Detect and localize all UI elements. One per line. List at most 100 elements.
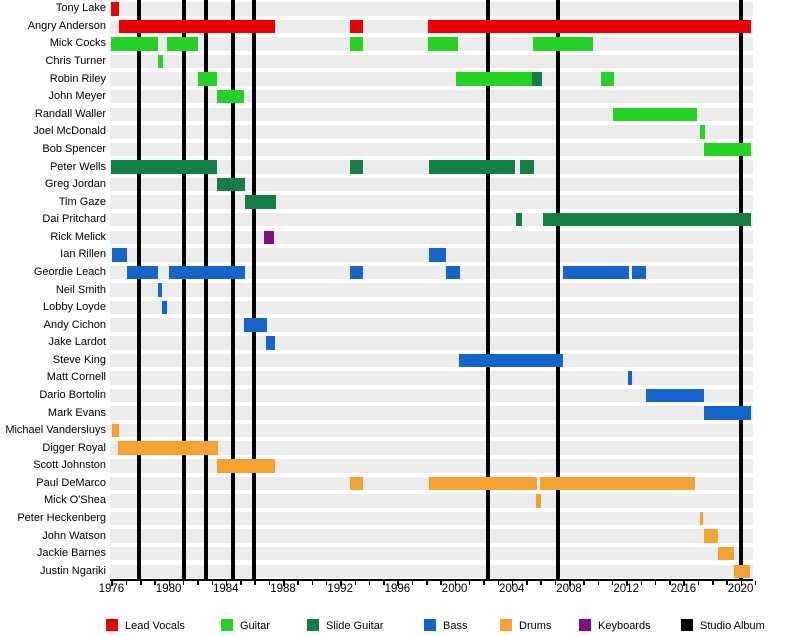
member-stint-bar <box>543 212 751 227</box>
legend-label: Lead Vocals <box>125 619 185 632</box>
x-axis-minor-tick <box>611 581 614 585</box>
x-axis-minor-tick <box>497 581 499 585</box>
row-stripe <box>110 388 753 403</box>
row-stripe <box>110 511 753 526</box>
row-stripe <box>110 494 753 508</box>
legend-label: Slide Guitar <box>326 619 384 632</box>
x-axis-major-tick <box>340 581 342 586</box>
row-stripe <box>110 406 753 420</box>
member-stint-bar <box>704 406 751 420</box>
member-stint-bar <box>111 2 120 16</box>
x-axis-minor-tick <box>440 581 442 585</box>
member-stint-bar <box>428 160 515 174</box>
member-name-label: Justin Ngariki <box>39 564 106 577</box>
x-axis-major-tick <box>225 581 228 586</box>
member-name-label: Matt Cornell <box>46 371 106 384</box>
member-stint-bar <box>734 564 750 578</box>
legend-label: Guitar <box>240 619 270 632</box>
x-axis-major-tick <box>683 581 685 586</box>
x-axis-minor-tick <box>411 581 414 585</box>
row-stripe <box>110 177 753 192</box>
year-tick-label: 2004 <box>499 583 525 595</box>
member-stint-bar <box>217 459 276 473</box>
member-name-label: Tim Gaze <box>58 195 106 208</box>
x-axis-minor-tick <box>383 581 385 585</box>
member-stint-bar <box>127 265 158 280</box>
member-name-label: Angry Anderson <box>27 19 106 32</box>
member-stint-bar <box>446 265 461 280</box>
member-name-label: Andy Cichon <box>43 318 106 331</box>
slide_guitar-swatch <box>307 619 319 631</box>
member-stint-bar <box>646 388 705 403</box>
guitar-swatch <box>221 619 233 631</box>
row-stripe <box>110 2 753 16</box>
x-axis-minor-tick <box>125 581 128 585</box>
member-name-label: Peter Heckenberg <box>17 512 106 524</box>
member-name-label: Dai Pritchard <box>42 213 106 226</box>
legend-label: Bass <box>443 619 468 632</box>
legend-label: Drums <box>519 619 552 632</box>
x-axis-minor-tick <box>654 581 657 585</box>
member-stint-bar <box>531 72 542 86</box>
year-tick-label: 2020 <box>727 583 754 595</box>
member-name-label: Neil Smith <box>55 283 106 296</box>
row-stripe <box>110 54 753 69</box>
year-tick-label: 1992 <box>327 583 353 595</box>
x-axis-minor-tick <box>697 581 700 585</box>
x-axis-major-tick <box>283 581 285 586</box>
member-stint-bar <box>516 212 522 227</box>
year-tick-label: 2016 <box>670 583 697 595</box>
member-stint-bar <box>157 283 163 297</box>
year-tick-label: 2000 <box>441 583 468 595</box>
member-name-label: Mick O'Shea <box>43 494 106 507</box>
member-stint-bar <box>157 54 163 69</box>
member-stint-bar <box>458 353 564 368</box>
x-axis-minor-tick <box>712 581 714 585</box>
x-axis-minor-tick <box>240 581 242 585</box>
studio-album-line <box>252 0 257 580</box>
member-stint-bar <box>197 72 218 86</box>
keyboards-swatch <box>579 619 591 631</box>
year-tick-label: 1984 <box>213 583 239 595</box>
member-stint-bar <box>111 160 218 174</box>
row-stripe <box>110 283 753 297</box>
studio-album-line <box>137 0 142 580</box>
member-stint-bar <box>112 248 128 262</box>
x-axis-minor-tick <box>483 581 485 585</box>
member-name-label: Mark Evans <box>47 406 106 419</box>
member-stint-bar <box>428 248 447 262</box>
member-stint-bar <box>244 318 268 332</box>
member-stint-bar <box>428 37 459 51</box>
member-stint-bar <box>428 19 751 34</box>
member-name-label: Michael Vandersluys <box>5 424 106 437</box>
x-axis-minor-tick <box>368 581 371 585</box>
member-name-label: Tony Lake <box>55 2 106 15</box>
studio_album-swatch <box>681 619 693 631</box>
member-name-label: Dario Bortolin <box>39 389 106 401</box>
member-stint-bar <box>613 107 698 121</box>
x-axis-minor-tick <box>254 581 256 585</box>
member-stint-bar <box>703 142 751 157</box>
member-name-label: Scott Johnston <box>33 459 106 472</box>
member-stint-bar <box>540 476 695 491</box>
row-stripe <box>110 423 753 438</box>
row-stripe <box>110 107 753 121</box>
studio-album-line <box>203 0 208 580</box>
member-stint-bar <box>350 37 364 51</box>
year-tick-label: 1980 <box>155 583 182 595</box>
member-stint-bar <box>111 37 158 51</box>
x-axis-minor-tick <box>297 581 299 585</box>
studio-album-line <box>182 0 187 580</box>
year-tick-label: 2012 <box>613 583 639 595</box>
x-axis-minor-tick <box>583 581 585 585</box>
studio-album-line <box>231 0 235 580</box>
member-stint-bar <box>117 441 218 455</box>
x-axis-minor-tick <box>154 581 156 585</box>
member-stint-bar <box>428 476 537 491</box>
year-tick-label: 2008 <box>556 583 582 595</box>
member-stint-bar <box>563 265 630 280</box>
member-stint-bar <box>703 529 718 543</box>
member-stint-bar <box>217 89 245 104</box>
member-name-label: Paul DeMarco <box>36 476 106 489</box>
